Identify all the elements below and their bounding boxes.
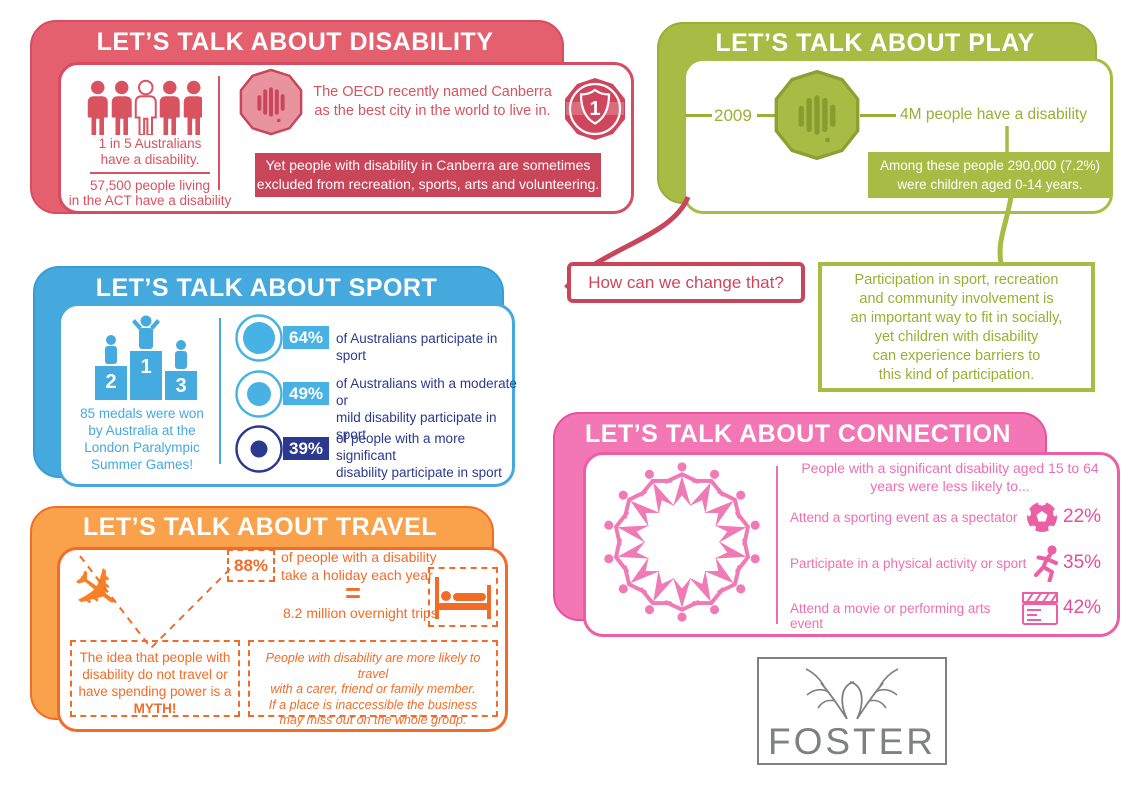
circle-of-people-icon [598, 460, 766, 624]
trips-text: 8.2 million overnight trips [283, 605, 438, 621]
sport-stat-text: of people with a more significant disabi… [336, 431, 502, 480]
person-outline-icon [134, 79, 157, 135]
group-travel-box: People with disability are more likely t… [248, 640, 498, 727]
group-travel-text: People with disability are more likely t… [265, 651, 481, 727]
person-icon [111, 80, 132, 135]
bed-box [428, 567, 498, 627]
participation-box: Participation in sport, recreation and c… [818, 262, 1095, 392]
badge-number: 1 [589, 98, 600, 120]
sport-stat-text: of Australians with a moderate or mild d… [336, 376, 517, 442]
podium-rank-1: 1 [140, 356, 151, 378]
person-icon [87, 80, 108, 135]
foster-logo: FOSTER [757, 657, 947, 765]
pct-badge-39: 39% [283, 437, 329, 460]
timeline-segment [860, 114, 896, 117]
connection-title: LET’S TALK ABOUT CONNECTION [585, 420, 1011, 448]
play-title: LET’S TALK ABOUT PLAY [715, 29, 1035, 57]
pct-badge-49: 49% [283, 382, 329, 405]
question-box: How can we change that? [567, 262, 805, 303]
myth-text: The idea that people with disability do … [78, 650, 232, 699]
equals-sign: = [345, 578, 361, 608]
vertical-divider [776, 466, 778, 624]
oecd-text: The OECD recently named Canberra as the … [313, 84, 552, 119]
foster-wordmark: FOSTER [767, 721, 937, 762]
holiday-pct-box: 88% [227, 549, 275, 582]
holiday-pct: 88% [233, 556, 269, 575]
disability-stat2: 57,500 people living in the ACT have a d… [68, 178, 232, 208]
medals-text: 85 medals were won by Australia at the L… [80, 406, 204, 472]
myth-bold: MYTH! [133, 701, 177, 716]
exclusion-banner: Yet people with disability in Canberra a… [255, 153, 601, 197]
sport-stat-text: of Australians participate in sport [336, 331, 498, 363]
connection-pct: 35% [1063, 552, 1102, 573]
myth-box: The idea that people with disability do … [70, 640, 240, 717]
disability-stat1: 1 in 5 Australians have a disability. [98, 136, 202, 167]
bubble-icon-64 [235, 314, 283, 362]
play-stat: 4M people have a disability [900, 106, 1087, 123]
soccer-ball-icon [1027, 501, 1057, 532]
participation-text: Participation in sport, recreation and c… [850, 272, 1063, 383]
holiday-text: of people with a disability take a holid… [281, 549, 437, 583]
connection-pct: 42% [1063, 597, 1102, 618]
children-banner: Among these people 290,000 (7.2%) were c… [868, 152, 1112, 198]
travel-title: LET’S TALK ABOUT TRAVEL [82, 513, 438, 541]
podium-icon: 2 1 3 [95, 315, 197, 400]
timeline-segment [685, 114, 712, 117]
sport-title: LET’S TALK ABOUT SPORT [95, 274, 438, 302]
australia-octagon-icon [774, 69, 860, 161]
timeline-segment [757, 114, 775, 117]
question-text: How can we change that? [588, 273, 784, 292]
podium-rank-2: 2 [105, 371, 116, 393]
clapperboard-icon [1022, 592, 1058, 625]
vertical-divider [218, 76, 220, 190]
vertical-divider [219, 318, 221, 464]
bubble-icon-49 [235, 370, 283, 418]
connection-pct: 22% [1063, 506, 1102, 527]
person-icon [183, 80, 202, 135]
year-label: 2009 [714, 106, 752, 125]
podium-rank-3: 3 [175, 375, 186, 397]
connection-row-text: Attend a movie or performing arts event [790, 601, 991, 631]
person-icon [159, 80, 180, 135]
antlers-icon [805, 668, 899, 719]
people-row-icon [87, 79, 202, 135]
runner-icon [1034, 545, 1058, 582]
disability-title: LET’S TALK ABOUT DISABILITY [96, 28, 494, 56]
connection-row-text: Participate in a physical activity or sp… [790, 556, 1027, 571]
bubble-icon-39 [235, 425, 283, 473]
stat-divider [90, 172, 210, 174]
pct-badge-64: 64% [283, 326, 329, 349]
people-ring [598, 460, 766, 624]
connection-row-text: Attend a sporting event as a spectator [790, 510, 1018, 525]
connection-heading: People with a significant disability age… [801, 460, 1099, 494]
first-place-badge-icon: 1 [565, 78, 625, 140]
australia-octagon-icon [239, 68, 303, 136]
bed-icon [435, 577, 491, 619]
